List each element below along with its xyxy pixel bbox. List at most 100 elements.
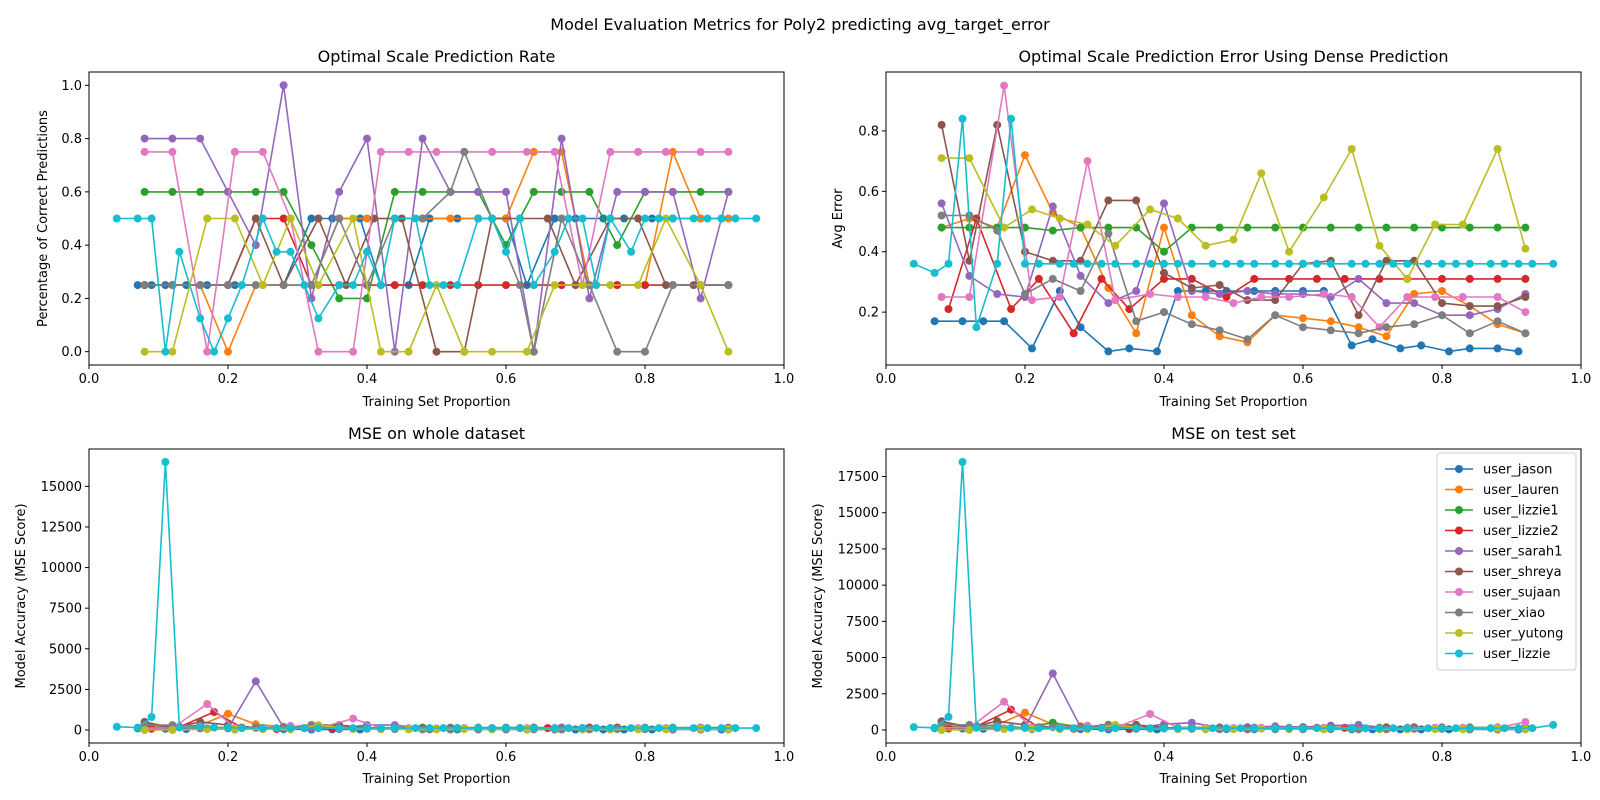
data-point-user-sujaan xyxy=(1347,293,1356,301)
data-point-user-lizzie xyxy=(258,214,267,223)
data-point-user-lizzie xyxy=(1222,724,1231,733)
data-point-user-yutong xyxy=(1319,725,1328,734)
data-point-user-lizzie xyxy=(1514,724,1523,733)
data-point-user-xiao xyxy=(1243,335,1252,344)
data-point-user-sarah1 xyxy=(335,187,344,196)
data-point-user-lizzie xyxy=(488,724,497,733)
data-point-user-sarah1 xyxy=(1132,287,1141,295)
data-point-user-lizzie xyxy=(627,724,636,733)
data-point-user-lizzie xyxy=(147,214,156,223)
data-point-user-xiao xyxy=(1187,320,1196,329)
data-point-user-lizzie xyxy=(349,281,358,290)
data-point-user-lizzie1 xyxy=(1493,223,1502,232)
data-point-user-lizzie xyxy=(564,724,573,733)
data-point-user-xiao xyxy=(1271,311,1280,320)
figure-suptitle: Model Evaluation Metrics for Poly2 predi… xyxy=(550,15,1050,35)
y-tick-label: 17500 xyxy=(838,470,879,485)
data-point-user-lauren xyxy=(1021,708,1029,717)
legend: user_jason user_lauren user_lizzie1 user_li… xyxy=(1436,452,1577,671)
data-point-user-lizzie1 xyxy=(1382,223,1391,232)
data-point-user-yutong xyxy=(1229,725,1238,734)
x-tick-label: 0.0 xyxy=(79,372,100,387)
data-point-user-lizzie2 xyxy=(1285,274,1294,283)
data-point-user-lizzie xyxy=(1299,724,1307,733)
series-line-user-xiao xyxy=(941,214,1526,341)
data-point-user-yutong xyxy=(1521,244,1530,253)
data-point-user-lizzie2 xyxy=(641,281,649,290)
data-point-user-sujaan xyxy=(1146,290,1155,298)
data-point-user-yutong xyxy=(724,725,733,734)
y-tick-label: 0 xyxy=(74,724,82,739)
data-point-user-yutong xyxy=(314,281,323,290)
plot-area: 0.0 0.2 0.4 0.6 0.8 1.0 0.0 0.2 0.4 0.6 0.8 1.0 xyxy=(61,71,794,387)
data-point-user-lizzie xyxy=(300,724,309,733)
data-point-user-sarah1 xyxy=(251,677,260,686)
data-point-user-yutong xyxy=(1521,725,1530,734)
data-point-user-lizzie2 xyxy=(1097,274,1106,283)
data-point-user-lauren xyxy=(1382,332,1391,341)
data-point-user-lizzie xyxy=(1528,724,1537,733)
panel-title: MSE on whole dataset xyxy=(348,424,525,443)
data-point-user-xiao xyxy=(1410,320,1419,329)
y-axis-label: Model Accuracy (MSE Score) xyxy=(811,503,826,688)
data-point-user-yutong xyxy=(1000,223,1009,232)
data-point-user-sujaan xyxy=(1028,296,1036,305)
data-point-user-lizzie xyxy=(1034,724,1043,733)
data-point-user-lizzie2 xyxy=(210,708,219,717)
data-point-user-yutong xyxy=(1111,241,1120,250)
data-point-user-shreya xyxy=(1493,302,1502,311)
data-point-user-lizzie1 xyxy=(696,187,705,196)
y-tick-label: 0.4 xyxy=(61,239,82,254)
data-point-user-lizzie xyxy=(993,259,1002,268)
data-point-user-lizzie xyxy=(550,724,559,733)
data-point-user-lizzie1 xyxy=(1354,223,1363,232)
legend-label: user_lizzie2 xyxy=(1483,524,1559,539)
data-point-user-sujaan xyxy=(1111,296,1120,305)
x-tick-label: 0.4 xyxy=(1154,372,1175,387)
data-point-user-yutong xyxy=(258,281,267,290)
data-point-user-jason xyxy=(1417,341,1426,350)
x-tick-label: 0.6 xyxy=(1293,750,1314,765)
data-point-user-lizzie xyxy=(112,214,121,223)
data-point-user-lizzie xyxy=(335,724,344,733)
data-point-user-lizzie xyxy=(1021,259,1029,268)
data-point-user-shreya xyxy=(1215,281,1224,289)
data-point-user-xiao xyxy=(1354,329,1363,338)
data-point-user-sarah1 xyxy=(279,81,288,90)
data-point-user-lizzie2 xyxy=(1521,274,1530,283)
legend-label: user_lizzie1 xyxy=(1483,504,1559,519)
data-point-user-shreya xyxy=(634,214,643,223)
x-tick-label: 0.8 xyxy=(635,372,656,387)
data-point-user-lizzie2 xyxy=(418,281,427,290)
x-tick-label: 0.6 xyxy=(1293,372,1314,387)
x-tick-label: 1.0 xyxy=(1571,750,1592,765)
axes-frame xyxy=(88,71,785,366)
data-point-user-sujaan xyxy=(606,147,615,156)
data-point-user-xiao xyxy=(140,281,149,290)
data-point-user-yutong xyxy=(404,347,413,356)
data-point-user-lizzie xyxy=(1208,724,1217,733)
data-point-user-lizzie xyxy=(1173,724,1182,733)
series-group xyxy=(909,458,1558,734)
data-point-user-lizzie xyxy=(1424,724,1433,733)
data-point-user-sarah1 xyxy=(1215,290,1224,298)
data-point-user-sujaan xyxy=(1403,293,1412,301)
data-point-user-yutong xyxy=(203,214,212,223)
data-point-user-lizzie xyxy=(161,347,170,356)
data-point-user-xiao xyxy=(993,226,1002,235)
legend-swatch-marker xyxy=(1455,608,1463,617)
data-point-user-lizzie xyxy=(958,114,967,123)
data-point-user-lizzie xyxy=(1021,723,1029,732)
data-point-user-yutong xyxy=(937,726,946,734)
x-tick-label: 0.2 xyxy=(218,372,239,387)
data-point-user-xiao xyxy=(1104,229,1113,238)
data-point-user-xiao xyxy=(1382,323,1391,332)
x-tick-label: 0.0 xyxy=(876,750,897,765)
data-point-user-lizzie xyxy=(376,281,385,290)
data-point-user-yutong xyxy=(522,725,531,734)
data-point-user-xiao xyxy=(196,281,205,290)
data-point-user-sujaan xyxy=(376,147,385,156)
data-point-user-sujaan xyxy=(404,147,413,156)
data-point-user-lizzie xyxy=(133,214,142,223)
